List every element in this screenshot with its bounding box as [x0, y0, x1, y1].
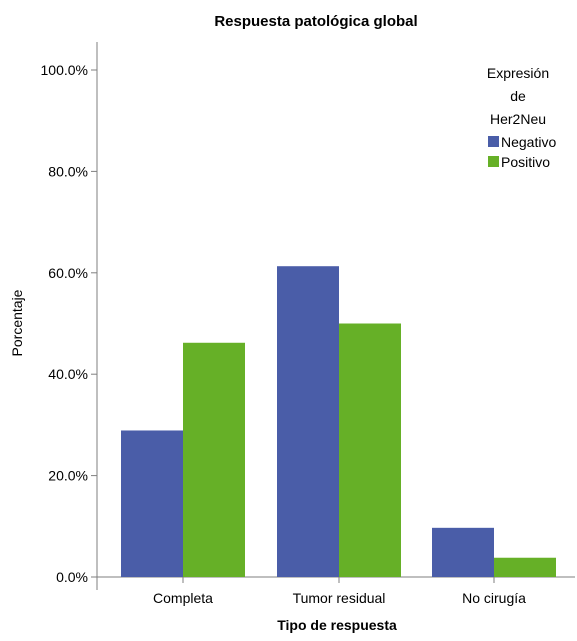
legend: Expresión de Her2Neu Negativo Positivo [487, 65, 557, 170]
bar-positivo-2 [339, 323, 401, 577]
bar-negativo-1 [121, 430, 183, 577]
y-tick-label: 80.0% [48, 163, 88, 179]
x-ticks: Completa Tumor residual No cirugía [153, 577, 526, 606]
x-tick-label: Tumor residual [293, 590, 386, 606]
x-tick-label: No cirugía [462, 590, 526, 606]
x-tick-label: Completa [153, 590, 213, 606]
y-tick-label: 20.0% [48, 468, 88, 484]
bars [121, 266, 556, 577]
y-ticks: 0.0% 20.0% 40.0% 60.0% 80.0% 100.0% [41, 62, 97, 585]
legend-title: de [510, 88, 526, 104]
legend-title: Expresión [487, 65, 549, 81]
chart-title: Respuesta patológica global [214, 13, 417, 30]
x-axis-label: Tipo de respuesta [277, 617, 397, 633]
bar-positivo-1 [183, 342, 245, 577]
legend-swatch-negativo [488, 136, 499, 147]
y-tick-label: 40.0% [48, 366, 88, 382]
bar-positivo-3 [494, 557, 556, 577]
bar-negativo-3 [432, 527, 494, 577]
y-tick-label: 0.0% [56, 569, 88, 585]
legend-swatch-positivo [488, 156, 499, 167]
y-tick-label: 100.0% [41, 62, 88, 78]
y-tick-label: 60.0% [48, 265, 88, 281]
y-axis-label: Porcentaje [9, 289, 25, 356]
legend-label-negativo: Negativo [501, 134, 556, 150]
legend-label-positivo: Positivo [501, 154, 550, 170]
bar-negativo-2 [277, 266, 339, 577]
legend-title: Her2Neu [490, 111, 546, 127]
